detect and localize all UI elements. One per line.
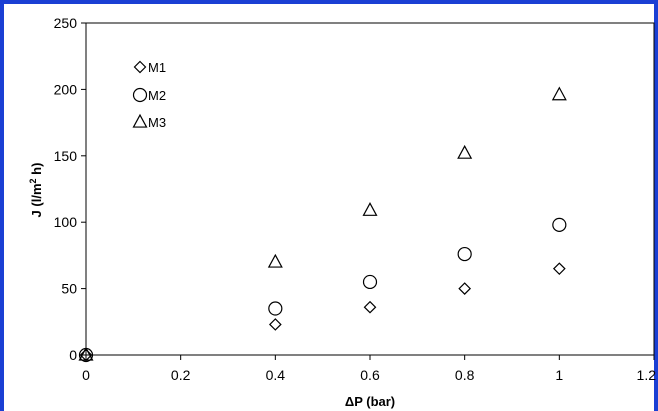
data-point-m1 (268, 318, 282, 331)
legend-marker-m2 (132, 87, 148, 103)
y-axis-label-sup: 2 (28, 178, 38, 183)
x-tick-label: 0 (82, 367, 90, 383)
data-point-m3 (267, 253, 283, 268)
x-tick-label: 0.4 (266, 367, 286, 383)
data-point-m2 (362, 274, 378, 290)
x-tick-label: 0.6 (360, 367, 380, 383)
data-point-m2 (268, 301, 283, 316)
x-axis-label: ΔP (bar) (345, 394, 395, 409)
data-point-m2 (552, 217, 567, 232)
y-axis-label: J (l/m2 h) (28, 163, 44, 218)
legend-label-m3: M3 (148, 115, 166, 130)
y-tick-label: 50 (61, 281, 77, 297)
data-point-m3 (457, 144, 473, 159)
legend-label-m1: M1 (148, 60, 166, 75)
y-axis-label-main: J (l/m (29, 183, 44, 217)
legend-marker-m1 (133, 60, 147, 74)
data-point-m3 (78, 346, 94, 361)
data-point-m2 (457, 246, 472, 262)
y-tick-label: 0 (69, 347, 77, 363)
y-axis-label-tail: h) (29, 163, 44, 179)
x-tick-label: 1.2 (637, 367, 657, 383)
data-markers (78, 86, 567, 363)
data-point-m3 (551, 86, 567, 101)
y-axis: 0 50 100 150 200 250 (54, 15, 86, 363)
data-point-m1 (458, 282, 472, 295)
x-axis: 0 0.2 0.4 0.6 0.8 1 1.2 (82, 355, 656, 383)
y-tick-label: 250 (54, 15, 78, 31)
plot-area (85, 22, 655, 356)
data-point-m3 (362, 202, 378, 216)
x-tick-label: 1 (555, 367, 563, 383)
legend-marker-m3 (132, 113, 148, 128)
y-tick-label: 100 (54, 214, 78, 230)
legend: M1 M2 M3 (132, 60, 166, 130)
y-tick-label: 200 (54, 81, 78, 97)
x-tick-label: 0.8 (455, 367, 475, 383)
y-tick-label: 150 (54, 148, 78, 164)
data-point-m1 (363, 300, 377, 314)
data-point-m1 (552, 262, 566, 276)
legend-label-m2: M2 (148, 88, 166, 103)
x-tick-label: 0.2 (171, 367, 191, 383)
